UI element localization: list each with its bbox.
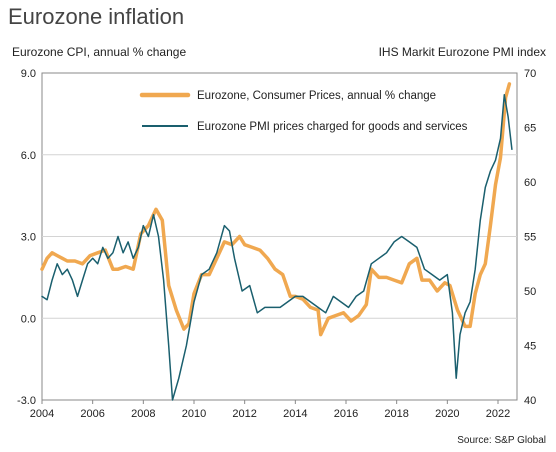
y-left-tick-label: 0.0: [21, 313, 36, 325]
left-axis-title: Eurozone CPI, annual % change: [12, 45, 187, 59]
legend-label-cpi: Eurozone, Consumer Prices, annual % chan…: [197, 90, 436, 102]
x-tick-label: 2022: [486, 408, 510, 420]
x-tick-label: 2010: [182, 408, 206, 420]
y-right-tick-label: 60: [524, 177, 536, 189]
legend-label-pmi: Eurozone PMI prices charged for goods an…: [197, 121, 468, 133]
y-left-tick-label: 9.0: [21, 68, 36, 80]
tick-layer: 9.0 6.0 3.0 0.0 -3.0 70 65 60 55 50 45 40 2004 2006 20…: [17, 68, 536, 420]
series-line-pmi: [41, 94, 513, 401]
y-right-tick-label: 40: [524, 395, 536, 407]
x-tick-label: 2016: [334, 408, 358, 420]
series-line-cpi: [40, 82, 512, 337]
series-layer: [40, 82, 513, 401]
x-tick-label: 2012: [232, 408, 256, 420]
y-left-tick-label: 3.0: [21, 232, 36, 244]
x-tick-label: 2004: [30, 408, 54, 420]
y-right-tick-label: 45: [524, 341, 536, 353]
y-right-tick-label: 70: [524, 68, 536, 80]
x-tick-label: 2014: [283, 408, 307, 420]
y-right-tick-label: 55: [524, 232, 536, 244]
y-left-tick-label: 6.0: [21, 150, 36, 162]
source-note: Source: S&P Global: [457, 435, 546, 446]
legend: Eurozone, Consumer Prices, annual % chan…: [139, 90, 468, 133]
y-left-tick-label: -3.0: [17, 395, 36, 407]
chart-title: Eurozone inflation: [8, 4, 185, 29]
x-tick-label: 2020: [435, 408, 459, 420]
right-axis-title: IHS Markit Eurozone PMI index: [378, 45, 546, 59]
x-tick-label: 2008: [131, 408, 155, 420]
x-tick-label: 2006: [80, 408, 104, 420]
y-right-tick-label: 65: [524, 123, 536, 135]
grid-layer: [42, 154, 517, 319]
y-right-tick-label: 50: [524, 286, 536, 298]
x-tick-label: 2018: [384, 408, 408, 420]
